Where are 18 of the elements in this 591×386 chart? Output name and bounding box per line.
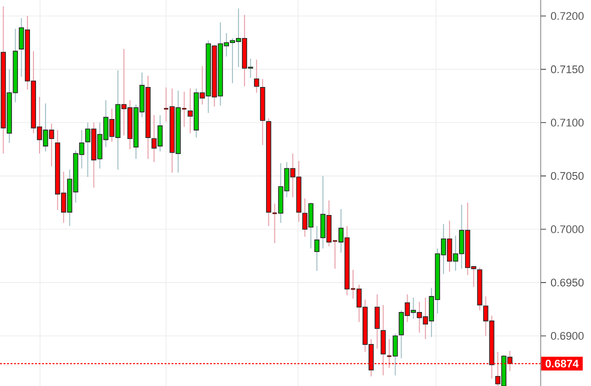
candlestick	[181, 91, 188, 128]
y-tick-label: 0.6900	[550, 332, 584, 340]
y-tick-label: 0.7150	[550, 65, 584, 74]
y-tick-label: 0.7100	[550, 118, 584, 126]
candlestick	[374, 294, 380, 350]
ref-line-label: 0.6874	[546, 360, 579, 368]
y-tick-label: 0.6950	[550, 278, 584, 286]
y-tick-label: 0.7050	[550, 172, 584, 180]
candlestick	[350, 269, 356, 300]
candlestick	[163, 86, 170, 122]
candlestick	[332, 240, 338, 270]
candlestick	[272, 203, 278, 244]
candlestick	[314, 226, 320, 272]
y-tick-label: 0.7000	[550, 225, 584, 234]
candlestick	[392, 333, 398, 376]
candlestick	[254, 59, 260, 94]
candlestick	[386, 338, 392, 368]
y-tick-label: 0.7200	[550, 12, 584, 20]
